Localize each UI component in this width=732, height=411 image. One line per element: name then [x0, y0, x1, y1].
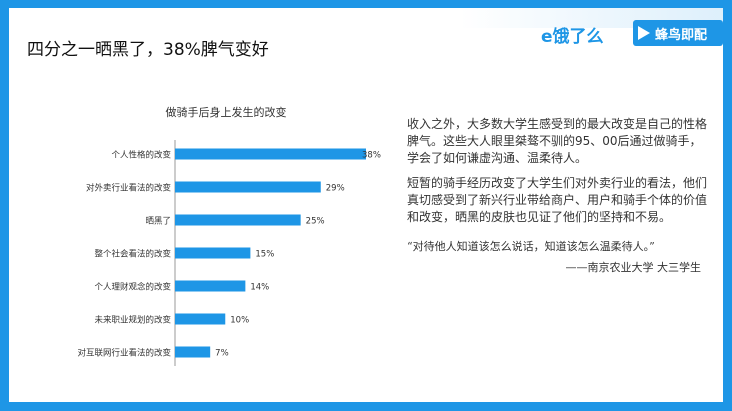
value-label: 15% — [255, 250, 274, 260]
eleme-logo: e饿了么 — [541, 27, 604, 47]
header-band — [9, 8, 723, 66]
value-label: 14% — [250, 283, 269, 293]
value-label: 25% — [306, 217, 325, 227]
commentary: 收入之外，大多数大学生感受到的最大改变是自己的性格脾气。这些大人眼里桀骜不驯的9… — [407, 116, 707, 275]
category-label: 个人理财观念的改变 — [94, 282, 171, 293]
bar-chart: 做骑手后身上发生的改变 个人性格的改变 38% 对外卖行业看法的改变 29% 晒黑了 25… — [77, 105, 381, 366]
category-label: 对外卖行业看法的改变 — [86, 183, 172, 194]
bar — [175, 214, 301, 226]
value-label: 10% — [230, 316, 249, 326]
fengniao-logo-text: 蜂鸟即配 — [655, 28, 708, 43]
quote: “对待他人知道该怎么说话，知道该怎么温柔待人。” — [407, 240, 655, 253]
chart-title: 做骑手后身上发生的改变 — [166, 105, 287, 119]
value-label: 7% — [215, 349, 229, 359]
paragraph-2: 短暂的骑手经历改变了大学生们对外卖行业的看法，他们真切感受到了新兴行业带给商户、… — [407, 176, 708, 224]
category-label: 整个社会看法的改变 — [94, 249, 171, 260]
category-label: 对互联网行业看法的改变 — [77, 348, 171, 359]
fengniao-logo: 蜂鸟即配 — [633, 20, 723, 46]
bar — [175, 313, 226, 325]
plot-area: 个人性格的改变 38% 对外卖行业看法的改变 29% 晒黑了 25% 整个社会看法的改变 15… — [77, 140, 381, 366]
bar — [175, 280, 246, 292]
page-title: 四分之一晒黑了，38%脾气变好 — [27, 40, 269, 60]
quote-source: ——南京农业大学 大三学生 — [565, 261, 702, 274]
bar — [175, 346, 211, 358]
category-label: 个人性格的改变 — [111, 150, 171, 161]
bar — [175, 247, 251, 259]
value-label: 38% — [362, 151, 381, 161]
bar — [175, 148, 366, 160]
paragraph-1: 收入之外，大多数大学生感受到的最大改变是自己的性格脾气。这些大人眼里桀骜不驯的9… — [407, 117, 708, 165]
bar — [175, 181, 321, 193]
category-label: 未来职业规划的改变 — [94, 315, 171, 326]
bird-icon — [638, 26, 650, 40]
category-label: 晒黑了 — [145, 217, 171, 227]
value-label: 29% — [326, 184, 345, 194]
